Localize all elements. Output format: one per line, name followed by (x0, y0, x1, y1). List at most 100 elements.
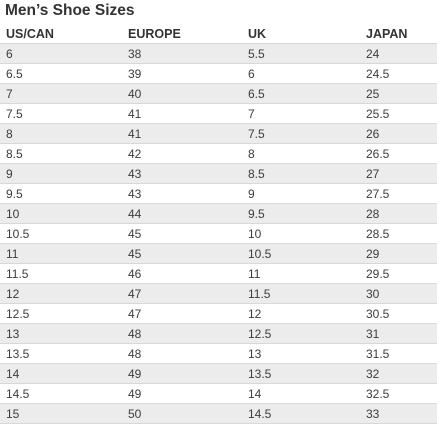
table-body: 6 38 5.5 24 6.5 39 6 24.5 7 40 6.5 25 7.5 41 7 25.5 8 41 7… (0, 43, 437, 424)
cell-europe: 48 (122, 323, 242, 344)
cell-uk: 10 (242, 223, 360, 244)
cell-japan: 25.5 (360, 103, 437, 124)
cell-uk: 6 (242, 63, 360, 84)
cell-japan: 30.5 (360, 303, 437, 324)
cell-europe: 49 (122, 383, 242, 404)
column-header-us-can: US/CAN (0, 24, 122, 44)
cell-japan: 27.5 (360, 183, 437, 204)
cell-uk: 14.5 (242, 403, 360, 424)
cell-us-can: 9 (0, 163, 122, 184)
cell-europe: 44 (122, 203, 242, 224)
cell-japan: 28 (360, 203, 437, 224)
cell-uk: 6.5 (242, 83, 360, 104)
cell-japan: 26.5 (360, 143, 437, 164)
cell-us-can: 7 (0, 83, 122, 104)
cell-europe: 42 (122, 143, 242, 164)
table-header-row: US/CAN EUROPE UK JAPAN (0, 24, 437, 44)
cell-us-can: 14 (0, 363, 122, 384)
cell-us-can: 11.5 (0, 263, 122, 284)
cell-japan: 25 (360, 83, 437, 104)
cell-japan: 30 (360, 283, 437, 304)
cell-europe: 45 (122, 243, 242, 264)
column-header-uk: UK (242, 24, 360, 44)
cell-us-can: 8 (0, 123, 122, 144)
cell-japan: 29.5 (360, 263, 437, 284)
table-row: 11.5 46 11 29.5 (0, 263, 437, 284)
cell-japan: 24 (360, 43, 437, 64)
cell-uk: 13.5 (242, 363, 360, 384)
cell-uk: 13 (242, 343, 360, 364)
table-row: 13.5 48 13 31.5 (0, 343, 437, 364)
cell-japan: 28.5 (360, 223, 437, 244)
cell-uk: 10.5 (242, 243, 360, 264)
cell-us-can: 12 (0, 283, 122, 304)
cell-uk: 11.5 (242, 283, 360, 304)
cell-europe: 48 (122, 343, 242, 364)
cell-europe: 47 (122, 283, 242, 304)
table-row: 12.5 47 12 30.5 (0, 303, 437, 324)
cell-uk: 7 (242, 103, 360, 124)
cell-europe: 49 (122, 363, 242, 384)
column-header-japan: JAPAN (360, 24, 437, 44)
cell-uk: 14 (242, 383, 360, 404)
cell-uk: 9.5 (242, 203, 360, 224)
table-row: 6 38 5.5 24 (0, 43, 437, 64)
table-row: 7 40 6.5 25 (0, 83, 437, 104)
table-row: 14 49 13.5 32 (0, 363, 437, 384)
cell-uk: 12.5 (242, 323, 360, 344)
table-row: 14.5 49 14 32.5 (0, 383, 437, 404)
cell-uk: 8.5 (242, 163, 360, 184)
cell-us-can: 6 (0, 43, 122, 64)
cell-japan: 31 (360, 323, 437, 344)
table-row: 7.5 41 7 25.5 (0, 103, 437, 124)
table-row: 9 43 8.5 27 (0, 163, 437, 184)
cell-europe: 41 (122, 103, 242, 124)
table-row: 13 48 12.5 31 (0, 323, 437, 344)
table-row: 6.5 39 6 24.5 (0, 63, 437, 84)
cell-uk: 11 (242, 263, 360, 284)
cell-us-can: 14.5 (0, 383, 122, 404)
page-title: Men’s Shoe Sizes (5, 2, 135, 19)
cell-europe: 50 (122, 403, 242, 424)
cell-us-can: 13.5 (0, 343, 122, 364)
cell-uk: 8 (242, 143, 360, 164)
cell-us-can: 10.5 (0, 223, 122, 244)
cell-japan: 26 (360, 123, 437, 144)
cell-uk: 5.5 (242, 43, 360, 64)
cell-japan: 29 (360, 243, 437, 264)
cell-us-can: 12.5 (0, 303, 122, 324)
cell-us-can: 7.5 (0, 103, 122, 124)
cell-europe: 38 (122, 43, 242, 64)
cell-us-can: 9.5 (0, 183, 122, 204)
cell-japan: 31.5 (360, 343, 437, 364)
cell-europe: 40 (122, 83, 242, 104)
table-row: 12 47 11.5 30 (0, 283, 437, 304)
cell-us-can: 15 (0, 403, 122, 424)
cell-japan: 24.5 (360, 63, 437, 84)
cell-europe: 46 (122, 263, 242, 284)
cell-japan: 27 (360, 163, 437, 184)
table-row: 8.5 42 8 26.5 (0, 143, 437, 164)
cell-us-can: 10 (0, 203, 122, 224)
column-header-europe: EUROPE (122, 24, 242, 44)
table-row: 10.5 45 10 28.5 (0, 223, 437, 244)
cell-europe: 43 (122, 183, 242, 204)
cell-us-can: 13 (0, 323, 122, 344)
cell-europe: 43 (122, 163, 242, 184)
table-row: 10 44 9.5 28 (0, 203, 437, 224)
cell-uk: 7.5 (242, 123, 360, 144)
cell-europe: 39 (122, 63, 242, 84)
cell-europe: 41 (122, 123, 242, 144)
cell-japan: 32 (360, 363, 437, 384)
cell-japan: 33 (360, 403, 437, 424)
cell-us-can: 6.5 (0, 63, 122, 84)
table-row: 11 45 10.5 29 (0, 243, 437, 264)
table-row: 15 50 14.5 33 (0, 403, 437, 424)
shoe-size-table: US/CAN EUROPE UK JAPAN 6 38 5.5 24 6.5 39 6 24.… (0, 24, 437, 424)
cell-europe: 45 (122, 223, 242, 244)
cell-japan: 32.5 (360, 383, 437, 404)
table-row: 8 41 7.5 26 (0, 123, 437, 144)
cell-uk: 9 (242, 183, 360, 204)
cell-us-can: 11 (0, 243, 122, 264)
cell-uk: 12 (242, 303, 360, 324)
